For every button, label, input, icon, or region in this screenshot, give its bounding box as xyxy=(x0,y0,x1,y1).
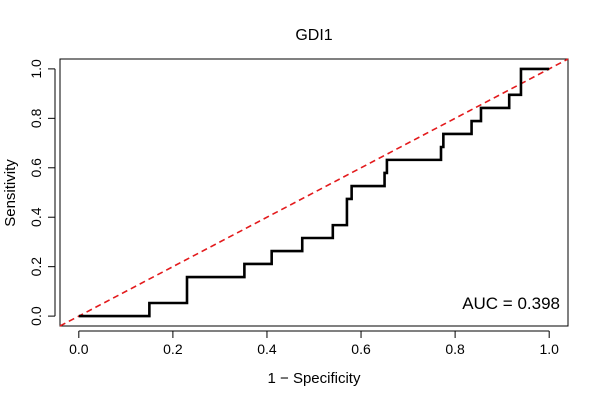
y-axis: 0.0 0.2 0.4 0.6 0.8 1.0 xyxy=(28,59,56,326)
y-tick-label: 0.4 xyxy=(28,207,44,227)
plot-frame xyxy=(59,58,569,327)
y-tick-label: 1.0 xyxy=(28,59,44,79)
y-axis-label: Sensitivity xyxy=(2,159,19,227)
x-tick-label: 1.0 xyxy=(539,341,559,357)
x-tick-label: 0.0 xyxy=(69,341,89,357)
x-tick-label: 0.4 xyxy=(257,341,277,357)
x-tick-label: 0.6 xyxy=(351,341,371,357)
x-axis: 0.0 0.2 0.4 0.6 0.8 1.0 xyxy=(69,330,559,357)
reference-diagonal-line xyxy=(59,58,569,327)
x-tick-label: 0.2 xyxy=(163,341,183,357)
y-tick-label: 0.0 xyxy=(28,306,44,326)
roc-curve xyxy=(78,67,550,318)
chart-title: GDI1 xyxy=(295,27,332,44)
y-tick-label: 0.8 xyxy=(28,108,44,128)
series-group xyxy=(59,58,569,327)
auc-annotation: AUC = 0.398 xyxy=(462,294,560,313)
x-axis-label: 1 − Specificity xyxy=(268,370,361,387)
y-tick-label: 0.6 xyxy=(28,158,44,178)
x-tick-label: 0.8 xyxy=(445,341,465,357)
y-tick-label: 0.2 xyxy=(28,257,44,277)
